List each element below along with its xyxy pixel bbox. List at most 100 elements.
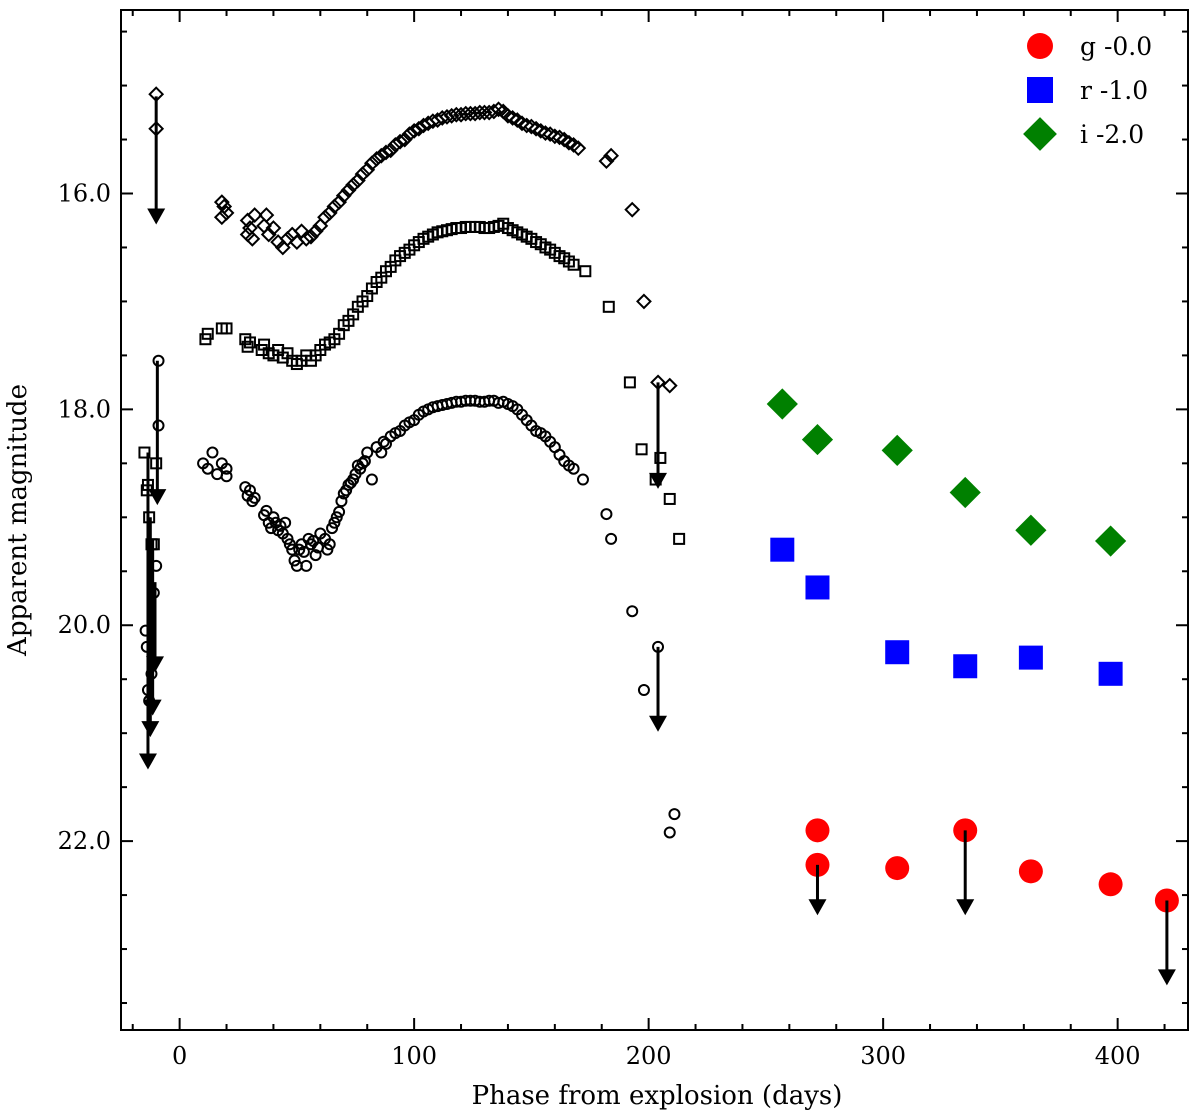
open-square-point <box>673 532 686 545</box>
open-diamond-point <box>317 209 333 226</box>
open-diamond-point <box>359 161 376 178</box>
filled-circle-point <box>885 856 910 881</box>
open-diamond-point <box>523 118 540 135</box>
open-circle-point <box>600 508 613 521</box>
open-circle-point <box>297 545 310 558</box>
y-tick-label: 16.0 <box>58 179 111 207</box>
open-circle-point <box>286 543 299 556</box>
open-diamond-point <box>636 293 652 310</box>
open-square-point <box>635 443 648 456</box>
open-diamond-point <box>439 108 455 125</box>
filled-diamond-point <box>1015 514 1047 546</box>
open-diamond-point <box>213 194 230 211</box>
open-diamond-point <box>542 126 559 143</box>
open-diamond-point <box>518 117 535 134</box>
open-diamond-point <box>213 209 230 226</box>
open-square-point <box>220 322 233 335</box>
legend-circle-marker <box>1027 33 1053 59</box>
open-circle-point <box>321 543 334 556</box>
open-diamond-point <box>335 187 352 204</box>
legend-label: i -2.0 <box>1080 120 1144 149</box>
open-diamond-point <box>537 125 554 141</box>
upper-limit-arrowhead <box>141 721 160 738</box>
open-diamond-point <box>216 198 233 215</box>
open-diamond-point <box>514 115 530 132</box>
open-diamond-point <box>364 155 380 172</box>
open-diamond-point <box>349 172 366 189</box>
y-tick-label: 18.0 <box>58 395 111 423</box>
open-circle-point <box>356 457 369 470</box>
open-diamond-point <box>354 166 371 182</box>
open-circle-point <box>283 538 296 551</box>
open-diamond-point <box>303 228 319 245</box>
open-diamond-point <box>378 144 394 161</box>
filled-diamond-point <box>801 423 834 456</box>
open-diamond-point <box>340 182 357 199</box>
filled-diamond-point <box>881 434 913 466</box>
upper-limit-arrowhead <box>143 699 162 716</box>
open-diamond-point <box>598 153 615 170</box>
open-square-point <box>663 492 676 505</box>
open-circle-point <box>605 532 618 545</box>
legend-label: g -0.0 <box>1080 32 1152 61</box>
open-diamond-point <box>528 120 544 137</box>
open-circle-point <box>201 462 214 475</box>
open-square-point <box>623 376 636 389</box>
open-diamond-point <box>298 230 315 247</box>
filled-diamond-point <box>949 476 981 509</box>
open-circle-point <box>288 554 301 567</box>
x-tick-label: 200 <box>626 1042 672 1070</box>
open-circle-point <box>328 516 341 529</box>
filled-circle-point <box>1098 872 1123 897</box>
open-diamond-point <box>401 126 418 143</box>
upper-limit-arrowhead <box>146 656 165 673</box>
open-diamond-point <box>392 133 408 150</box>
upper-limit-arrowhead <box>649 472 668 489</box>
legend-diamond-marker <box>1023 117 1057 151</box>
open-circle-point <box>365 473 378 486</box>
upper-limit-arrowhead <box>649 715 668 732</box>
open-circle-point <box>246 495 259 508</box>
open-diamond-point <box>382 142 399 159</box>
filled-diamond-point <box>766 388 798 420</box>
filled-circle-point <box>805 818 830 843</box>
open-square-point <box>602 300 615 313</box>
open-circle-point <box>279 516 292 529</box>
open-circle-point <box>637 684 650 696</box>
open-diamond-point <box>560 134 577 151</box>
open-circle-point <box>206 446 219 459</box>
filled-square-point <box>885 640 910 665</box>
open-circle-point <box>309 549 322 562</box>
upper-limit-arrowhead <box>956 899 975 916</box>
open-diamond-point <box>218 205 235 221</box>
filled-diamond-point <box>1095 525 1127 557</box>
open-circle-point <box>576 473 589 486</box>
open-diamond-point <box>345 176 362 193</box>
open-diamond-point <box>326 198 343 215</box>
open-square-point <box>243 336 256 349</box>
open-diamond-point <box>279 230 296 247</box>
filled-square-point <box>953 654 978 679</box>
open-diamond-point <box>603 147 620 164</box>
open-circle-point <box>347 473 360 486</box>
open-circle-point <box>335 495 348 508</box>
open-diamond-point <box>321 205 338 221</box>
open-circle-point <box>300 559 313 572</box>
x-tick-label: 100 <box>391 1042 437 1070</box>
upper-limit-arrowhead <box>1157 969 1176 986</box>
upper-limit-arrowhead <box>147 208 166 225</box>
open-circle-point <box>326 522 339 535</box>
filled-square-point <box>770 537 795 562</box>
open-square-point <box>201 327 214 340</box>
open-circle-point <box>333 505 346 518</box>
open-circle-point <box>281 532 294 545</box>
open-circle-point <box>567 462 580 475</box>
open-diamond-point <box>434 110 451 126</box>
open-circle-point <box>323 538 336 551</box>
open-diamond-point <box>504 110 521 126</box>
open-circle-point <box>304 538 317 551</box>
open-diamond-point <box>490 101 507 118</box>
open-circle-point <box>361 446 374 459</box>
open-diamond-point <box>265 220 282 236</box>
